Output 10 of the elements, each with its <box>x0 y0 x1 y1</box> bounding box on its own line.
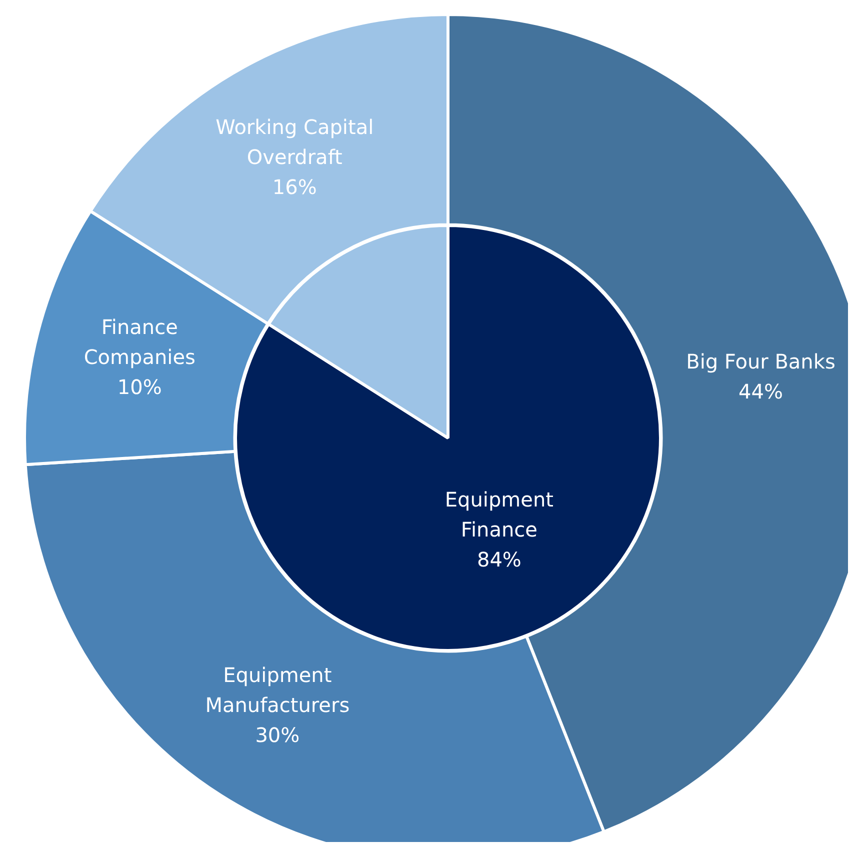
data-label: 10% <box>117 375 162 400</box>
slice-label: Equipment Manufacturers <box>205 663 350 718</box>
slice-label: Big Four Banks <box>686 350 836 374</box>
data-label: 44% <box>738 380 783 404</box>
data-label: 30% <box>255 723 300 748</box>
slice-label: Finance Companies <box>84 315 196 370</box>
data-label: 84% <box>476 547 522 572</box>
data-label: 16% <box>272 175 317 200</box>
slice-label: Working Capital Overdraft <box>216 115 374 170</box>
slice-label: Equipment Finance <box>444 487 554 542</box>
